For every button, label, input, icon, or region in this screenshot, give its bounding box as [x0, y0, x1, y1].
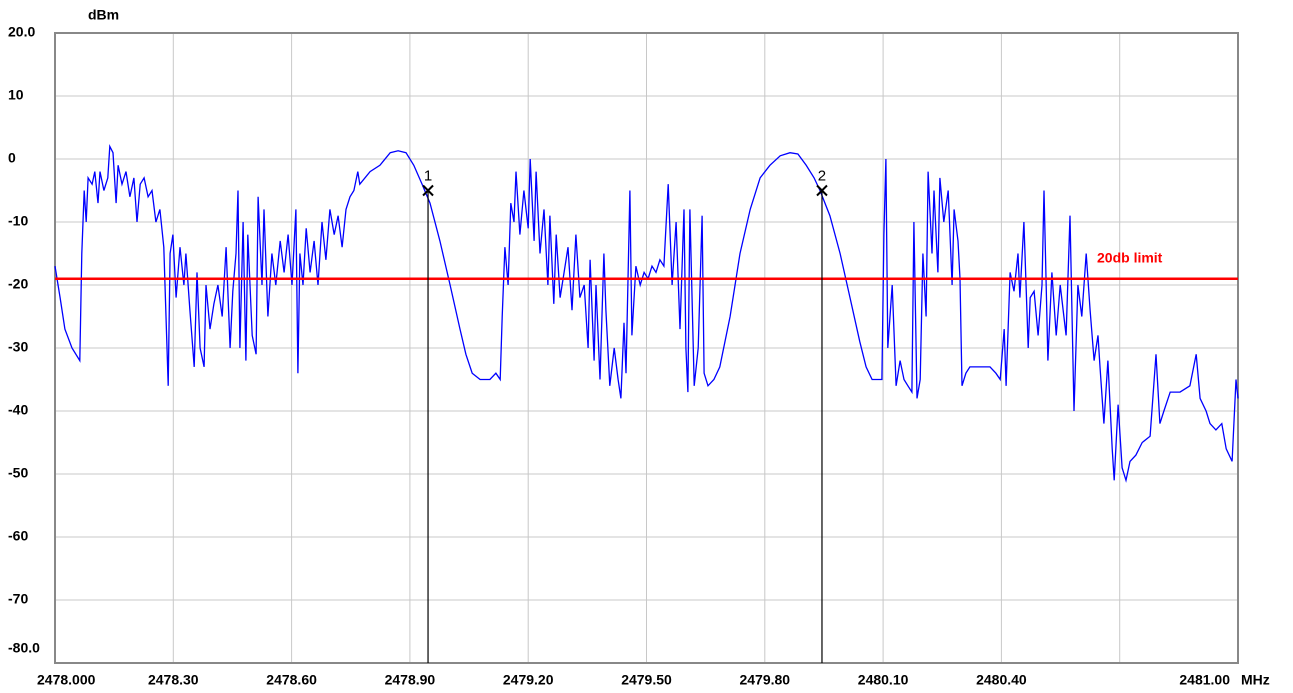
y-tick-label: -70 [8, 591, 28, 607]
x-tick-label: 2479.50 [621, 672, 672, 688]
y-tick-label: -50 [8, 465, 28, 481]
marker-label: 2 [818, 167, 826, 184]
marker-label: 1 [424, 167, 432, 184]
x-tick-label: 2479.20 [503, 672, 554, 688]
x-tick-label: 2480.10 [858, 672, 909, 688]
y-tick-label: 20.0 [8, 24, 35, 40]
x-unit: MHz [1241, 672, 1270, 688]
y-tick-label: -10 [8, 213, 28, 229]
x-tick-label: 2480.40 [976, 672, 1027, 688]
y-tick-label: -30 [8, 339, 28, 355]
x-tick-label: 2478.60 [266, 672, 317, 688]
x-tick-label: 2478.30 [148, 672, 199, 688]
y-tick-label: -80.0 [8, 640, 40, 656]
y-tick-label: -60 [8, 528, 28, 544]
x-tick-label: 2479.80 [739, 672, 790, 688]
limit-label: 20db limit [1097, 249, 1163, 265]
y-tick-label: -40 [8, 402, 28, 418]
y-unit: dBm [88, 7, 119, 23]
x-tick-label: 2478.000 [37, 672, 96, 688]
y-tick-label: -20 [8, 276, 28, 292]
x-tick-label: 2478.90 [385, 672, 436, 688]
x-tick-label: 2481.00 [1179, 672, 1230, 688]
plot-border [54, 32, 1239, 664]
y-tick-label: 0 [8, 150, 16, 166]
marker-cross [422, 184, 434, 197]
marker-cross [816, 184, 828, 197]
trace [54, 143, 1239, 483]
y-tick-label: 10 [8, 87, 24, 103]
